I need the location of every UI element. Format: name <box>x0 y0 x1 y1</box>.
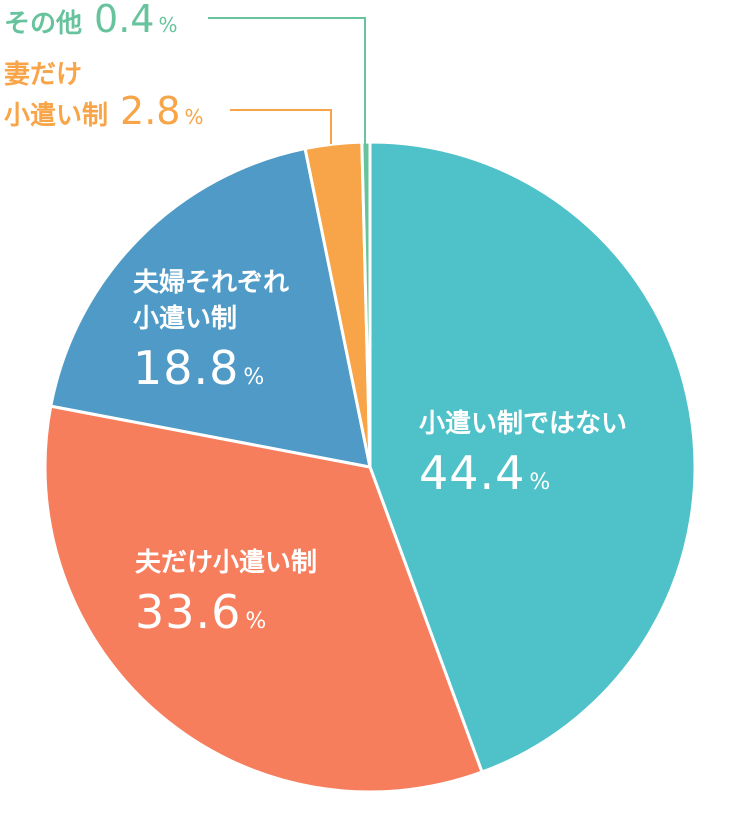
slice-name-line-2: 小遣い制 <box>133 304 238 334</box>
percent-unit: % <box>184 105 204 129</box>
slice-name-line-1: 夫婦それぞれ <box>133 268 290 298</box>
pie-slice-husband-only <box>43 404 484 794</box>
leader-line-other <box>208 17 366 144</box>
slice-value-number: 33.6 <box>135 585 242 639</box>
slice-name: その他 <box>4 9 83 39</box>
slice-label-no-allowance: 小遣い制ではない 44.4% <box>419 406 627 496</box>
slice-value-number: 44.4 <box>419 446 526 500</box>
slice-name-line-1: 妻だけ <box>4 60 83 90</box>
slice-label-each-spouse: 夫婦それぞれ 小遣い制 18.8% <box>133 265 289 391</box>
percent-unit: % <box>158 13 178 37</box>
slice-value-number: 0.4 <box>94 0 155 41</box>
slice-name: 夫だけ小遣い制 <box>135 548 318 578</box>
leader-line-wife-only <box>230 109 332 144</box>
slice-value: 33.6% <box>135 589 317 635</box>
slice-name-line-2: 小遣い制 <box>4 101 109 131</box>
percent-unit: % <box>529 470 551 495</box>
slice-value-number: 2.8 <box>120 89 181 133</box>
slice-value-number: 18.8 <box>133 341 240 395</box>
pie-slice-no-allowance <box>368 140 697 774</box>
pie-slice-each-spouse <box>49 147 372 469</box>
slice-label-wife-only: 妻だけ 小遣い制 2.8% <box>4 58 203 133</box>
slice-value: 44.4% <box>419 450 627 496</box>
slice-label-husband-only: 夫だけ小遣い制 33.6% <box>135 545 317 635</box>
percent-unit: % <box>243 365 265 390</box>
slice-value: 18.8% <box>133 345 289 391</box>
percent-unit: % <box>245 609 267 634</box>
slice-name: 小遣い制ではない <box>419 409 628 439</box>
slice-label-other: その他 0.4% <box>4 0 177 41</box>
